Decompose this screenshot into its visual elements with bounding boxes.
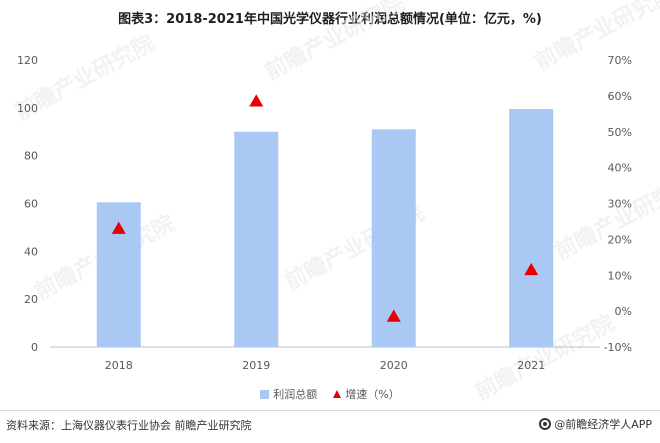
growth-marker-2021 <box>524 262 539 276</box>
y-right-tick-label: 30% <box>608 198 632 211</box>
bar-profit-2019 <box>234 131 279 347</box>
y-left-tick-label: 120 <box>17 54 38 67</box>
footer-divider <box>0 410 660 411</box>
growth-marker-2020 <box>386 309 401 322</box>
y-left-tick-label: 40 <box>24 245 38 258</box>
chart-title: 图表3：2018-2021年中国光学仪器行业利润总额情况(单位：亿元，%) <box>118 12 542 27</box>
y-right-tick-label: 70% <box>608 54 632 67</box>
brand-text: @前瞻经济学人APP <box>554 418 652 431</box>
y-right-tick-label: 10% <box>608 269 632 282</box>
y-right-tick-label: 60% <box>608 90 632 103</box>
y-left-tick-label: 60 <box>24 198 38 211</box>
watermark-text: 前瞻产业研究院 <box>531 0 660 75</box>
y-right-tick-label: 0% <box>615 305 632 318</box>
growth-series <box>111 94 539 322</box>
brand-credit: @前瞻经济学人APP <box>539 416 652 432</box>
right-y-axis: -10% 0% 10% 20% 30% 40% 50% 60% 70% <box>604 54 632 354</box>
x-tick-label: 2021 <box>517 359 545 372</box>
source-note: 资料来源：上海仪器仪表行业协会 前瞻产业研究院 <box>6 419 252 432</box>
y-right-tick-label: 50% <box>608 126 632 139</box>
legend-triangle-icon <box>333 390 342 398</box>
watermark-text: 前瞻产业研究院 <box>261 0 409 85</box>
y-right-tick-label: 40% <box>608 162 632 175</box>
y-left-tick-label: 80 <box>24 150 38 163</box>
bar-series <box>96 109 554 347</box>
y-right-tick-label: -10% <box>604 341 632 354</box>
x-axis: 2018 2019 2020 2021 <box>105 359 546 372</box>
legend: 利润总额 增速（%） <box>0 386 660 402</box>
y-left-tick-label: 100 <box>17 102 38 115</box>
growth-marker-2018 <box>111 221 126 234</box>
x-tick-label: 2020 <box>380 359 408 372</box>
x-tick-label: 2019 <box>242 359 270 372</box>
legend-label-growth: 增速（%） <box>345 388 400 401</box>
legend-item-profit: 利润总额 <box>260 386 317 402</box>
legend-bar-swatch <box>260 389 270 399</box>
growth-marker-2019 <box>249 94 264 107</box>
brand-logo-icon <box>539 418 552 430</box>
left-y-axis: 0 20 40 60 80 100 120 <box>17 54 38 354</box>
bar-profit-2021 <box>509 109 554 347</box>
y-right-tick-label: 20% <box>608 233 632 246</box>
watermark-text: 前瞻产业研究院 <box>551 170 660 265</box>
y-left-tick-label: 0 <box>31 341 38 354</box>
legend-item-growth: 增速（%） <box>333 386 400 402</box>
x-tick-label: 2018 <box>105 359 133 372</box>
legend-label-profit: 利润总额 <box>273 388 318 401</box>
y-left-tick-label: 20 <box>24 293 38 306</box>
